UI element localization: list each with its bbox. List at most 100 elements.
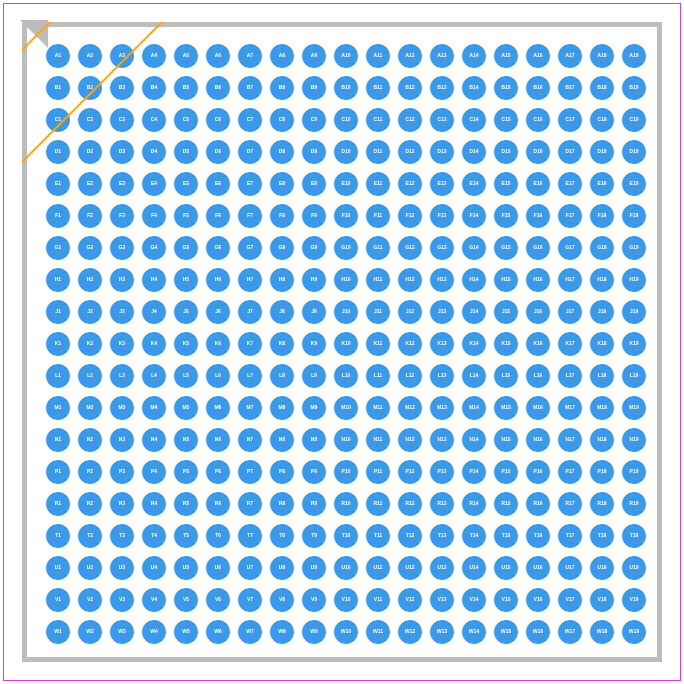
- bga-ball: G6: [206, 236, 230, 260]
- grid-cell: F14: [458, 200, 490, 232]
- grid-cell: R9: [298, 488, 330, 520]
- grid-cell: A8: [266, 40, 298, 72]
- grid-cell: C19: [618, 104, 650, 136]
- grid-cell: G15: [490, 232, 522, 264]
- grid-cell: G14: [458, 232, 490, 264]
- grid-cell: B12: [394, 72, 426, 104]
- grid-cell: L4: [138, 360, 170, 392]
- bga-ball: W15: [494, 620, 518, 644]
- bga-ball: G17: [558, 236, 582, 260]
- grid-cell: E7: [234, 168, 266, 200]
- grid-cell: H11: [362, 264, 394, 296]
- bga-ball: A13: [430, 44, 454, 68]
- bga-ball: J3: [110, 300, 134, 324]
- grid-cell: E19: [618, 168, 650, 200]
- bga-ball: W17: [558, 620, 582, 644]
- bga-ball: M4: [142, 396, 166, 420]
- bga-ball: J12: [398, 300, 422, 324]
- bga-ball: R6: [206, 492, 230, 516]
- grid-cell: K9: [298, 328, 330, 360]
- bga-ball: D4: [142, 140, 166, 164]
- bga-ball: M2: [78, 396, 102, 420]
- bga-ball: B19: [622, 76, 646, 100]
- grid-cell: H15: [490, 264, 522, 296]
- grid-cell: J2: [74, 296, 106, 328]
- grid-cell: M2: [74, 392, 106, 424]
- bga-ball: U8: [270, 556, 294, 580]
- bga-ball: B13: [430, 76, 454, 100]
- grid-cell: P13: [426, 456, 458, 488]
- bga-ball: F4: [142, 204, 166, 228]
- grid-cell: V14: [458, 584, 490, 616]
- bga-ball: V15: [494, 588, 518, 612]
- bga-ball: J15: [494, 300, 518, 324]
- grid-cell: V16: [522, 584, 554, 616]
- grid-cell: W4: [138, 616, 170, 648]
- grid-cell: U17: [554, 552, 586, 584]
- bga-ball: T6: [206, 524, 230, 548]
- grid-cell: W8: [266, 616, 298, 648]
- bga-ball: L16: [526, 364, 550, 388]
- bga-ball: L18: [590, 364, 614, 388]
- grid-cell: D5: [170, 136, 202, 168]
- grid-cell: U9: [298, 552, 330, 584]
- bga-ball: D11: [366, 140, 390, 164]
- grid-cell: U11: [362, 552, 394, 584]
- bga-ball: E19: [622, 172, 646, 196]
- grid-cell: F12: [394, 200, 426, 232]
- bga-ball: H10: [334, 268, 358, 292]
- grid-cell: U6: [202, 552, 234, 584]
- grid-cell: C2: [74, 104, 106, 136]
- grid-cell: K19: [618, 328, 650, 360]
- grid-cell: N5: [170, 424, 202, 456]
- grid-cell: K18: [586, 328, 618, 360]
- bga-ball: G9: [302, 236, 326, 260]
- grid-cell: A17: [554, 40, 586, 72]
- bga-ball: E7: [238, 172, 262, 196]
- bga-ball: C15: [494, 108, 518, 132]
- grid-cell: D7: [234, 136, 266, 168]
- grid-cell: W10: [330, 616, 362, 648]
- grid-cell: N4: [138, 424, 170, 456]
- bga-ball: M5: [174, 396, 198, 420]
- grid-cell: E17: [554, 168, 586, 200]
- grid-cell: H5: [170, 264, 202, 296]
- grid-cell: N10: [330, 424, 362, 456]
- grid-cell: C18: [586, 104, 618, 136]
- bga-ball: D14: [462, 140, 486, 164]
- bga-ball: J2: [78, 300, 102, 324]
- bga-ball: L9: [302, 364, 326, 388]
- bga-ball: E12: [398, 172, 422, 196]
- grid-cell: K17: [554, 328, 586, 360]
- grid-cell: D10: [330, 136, 362, 168]
- grid-cell: C12: [394, 104, 426, 136]
- bga-ball: H17: [558, 268, 582, 292]
- bga-ball: T5: [174, 524, 198, 548]
- grid-cell: C5: [170, 104, 202, 136]
- bga-ball: F2: [78, 204, 102, 228]
- grid-cell: R6: [202, 488, 234, 520]
- grid-cell: B5: [170, 72, 202, 104]
- bga-ball: C14: [462, 108, 486, 132]
- bga-ball: V3: [110, 588, 134, 612]
- grid-cell: T10: [330, 520, 362, 552]
- grid-cell: B7: [234, 72, 266, 104]
- bga-ball: F12: [398, 204, 422, 228]
- grid-cell: B14: [458, 72, 490, 104]
- bga-ball: A6: [206, 44, 230, 68]
- grid-cell: A6: [202, 40, 234, 72]
- bga-ball: D2: [78, 140, 102, 164]
- grid-cell: H2: [74, 264, 106, 296]
- bga-ball: K6: [206, 332, 230, 356]
- bga-ball: D15: [494, 140, 518, 164]
- grid-cell: B9: [298, 72, 330, 104]
- bga-ball: P4: [142, 460, 166, 484]
- grid-cell: L9: [298, 360, 330, 392]
- bga-ball: C7: [238, 108, 262, 132]
- bga-ball: E9: [302, 172, 326, 196]
- grid-cell: M8: [266, 392, 298, 424]
- bga-ball: M17: [558, 396, 582, 420]
- bga-ball: T13: [430, 524, 454, 548]
- bga-ball: E15: [494, 172, 518, 196]
- grid-cell: C11: [362, 104, 394, 136]
